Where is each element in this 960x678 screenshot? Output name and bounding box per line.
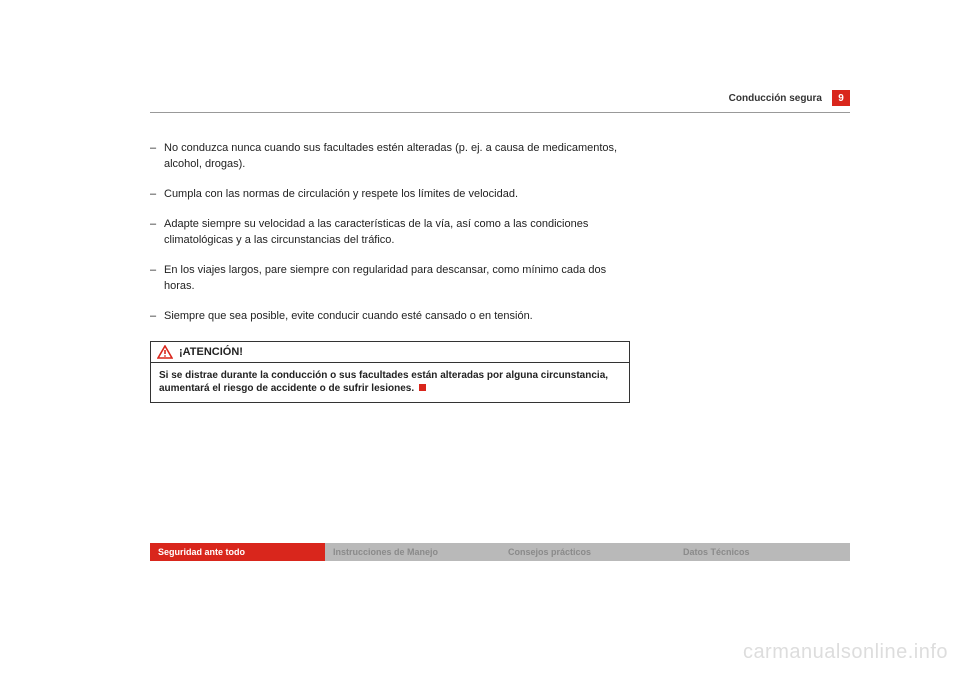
- page-header: Conducción segura 9: [150, 90, 850, 106]
- tab-consejos[interactable]: Consejos prácticos: [500, 543, 675, 561]
- end-marker-icon: [419, 384, 426, 391]
- tab-label: Datos Técnicos: [683, 547, 750, 557]
- warning-body: Si se distrae durante la conducción o su…: [151, 363, 629, 402]
- list-item: En los viajes largos, pare siempre con r…: [150, 263, 630, 295]
- content-column: No conduzca nunca cuando sus facultades …: [150, 141, 630, 403]
- page-container: Conducción segura 9 No conduzca nunca cu…: [150, 90, 850, 403]
- tab-instrucciones[interactable]: Instrucciones de Manejo: [325, 543, 500, 561]
- tab-label: Consejos prácticos: [508, 547, 591, 557]
- list-item: Adapte siempre su velocidad a las caract…: [150, 217, 630, 249]
- bullet-list: No conduzca nunca cuando sus facultades …: [150, 141, 630, 325]
- warning-body-text: Si se distrae durante la conducción o su…: [159, 370, 608, 395]
- tab-datos[interactable]: Datos Técnicos: [675, 543, 850, 561]
- section-title: Conducción segura: [729, 93, 822, 104]
- footer-tabs: Seguridad ante todo Instrucciones de Man…: [150, 543, 850, 561]
- tab-label: Seguridad ante todo: [158, 547, 245, 557]
- list-item: No conduzca nunca cuando sus facultades …: [150, 141, 630, 173]
- warning-box: ¡ATENCIÓN! Si se distrae durante la cond…: [150, 341, 630, 403]
- watermark: carmanualsonline.info: [743, 641, 948, 664]
- warning-header: ¡ATENCIÓN!: [151, 342, 629, 363]
- page-number: 9: [832, 90, 850, 106]
- tab-label: Instrucciones de Manejo: [333, 547, 438, 557]
- tab-seguridad[interactable]: Seguridad ante todo: [150, 543, 325, 561]
- warning-triangle-icon: [157, 345, 173, 359]
- list-item: Siempre que sea posible, evite conducir …: [150, 309, 630, 325]
- header-rule: [150, 112, 850, 113]
- warning-title: ¡ATENCIÓN!: [179, 346, 243, 358]
- list-item: Cumpla con las normas de circulación y r…: [150, 187, 630, 203]
